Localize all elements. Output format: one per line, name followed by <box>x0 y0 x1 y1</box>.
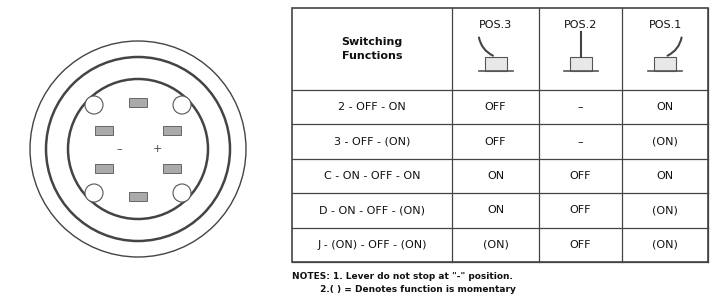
Text: ON: ON <box>487 205 504 215</box>
Text: +: + <box>153 144 162 154</box>
Circle shape <box>85 96 103 114</box>
Text: –: – <box>116 144 122 154</box>
Text: C - ON - OFF - ON: C - ON - OFF - ON <box>324 171 420 181</box>
Bar <box>570 57 592 71</box>
Text: –: – <box>578 102 583 112</box>
Text: OFF: OFF <box>570 171 591 181</box>
Circle shape <box>173 184 191 202</box>
Text: OFF: OFF <box>485 102 506 112</box>
Text: D - ON - OFF - (ON): D - ON - OFF - (ON) <box>319 205 425 215</box>
Text: POS.3: POS.3 <box>479 20 512 30</box>
Text: POS.1: POS.1 <box>648 20 682 30</box>
Text: OFF: OFF <box>570 240 591 250</box>
Bar <box>485 57 506 71</box>
Text: ON: ON <box>657 102 674 112</box>
Text: NOTES: 1. Lever do not stop at "-" position.: NOTES: 1. Lever do not stop at "-" posit… <box>292 272 513 281</box>
Bar <box>129 192 147 201</box>
Text: ON: ON <box>487 171 504 181</box>
Text: 2.( ) = Denotes function is momentary: 2.( ) = Denotes function is momentary <box>292 285 516 294</box>
Text: –: – <box>578 136 583 147</box>
Text: 2 - OFF - ON: 2 - OFF - ON <box>338 102 406 112</box>
Circle shape <box>85 184 103 202</box>
Bar <box>163 164 181 173</box>
Text: J - (ON) - OFF - (ON): J - (ON) - OFF - (ON) <box>317 240 427 250</box>
Circle shape <box>68 79 208 219</box>
Text: (ON): (ON) <box>652 240 678 250</box>
Bar <box>163 125 181 134</box>
Text: (ON): (ON) <box>652 136 678 147</box>
Text: POS.2: POS.2 <box>564 20 597 30</box>
Text: OFF: OFF <box>570 205 591 215</box>
Bar <box>292 8 708 262</box>
Text: ON: ON <box>657 171 674 181</box>
Bar <box>95 125 113 134</box>
Bar <box>654 57 676 71</box>
Text: (ON): (ON) <box>652 205 678 215</box>
Text: Switching
Functions: Switching Functions <box>342 37 403 61</box>
Text: (ON): (ON) <box>483 240 508 250</box>
Circle shape <box>173 96 191 114</box>
Text: 3 - OFF - (ON): 3 - OFF - (ON) <box>334 136 410 147</box>
Text: OFF: OFF <box>485 136 506 147</box>
Bar <box>129 97 147 106</box>
Bar <box>95 164 113 173</box>
